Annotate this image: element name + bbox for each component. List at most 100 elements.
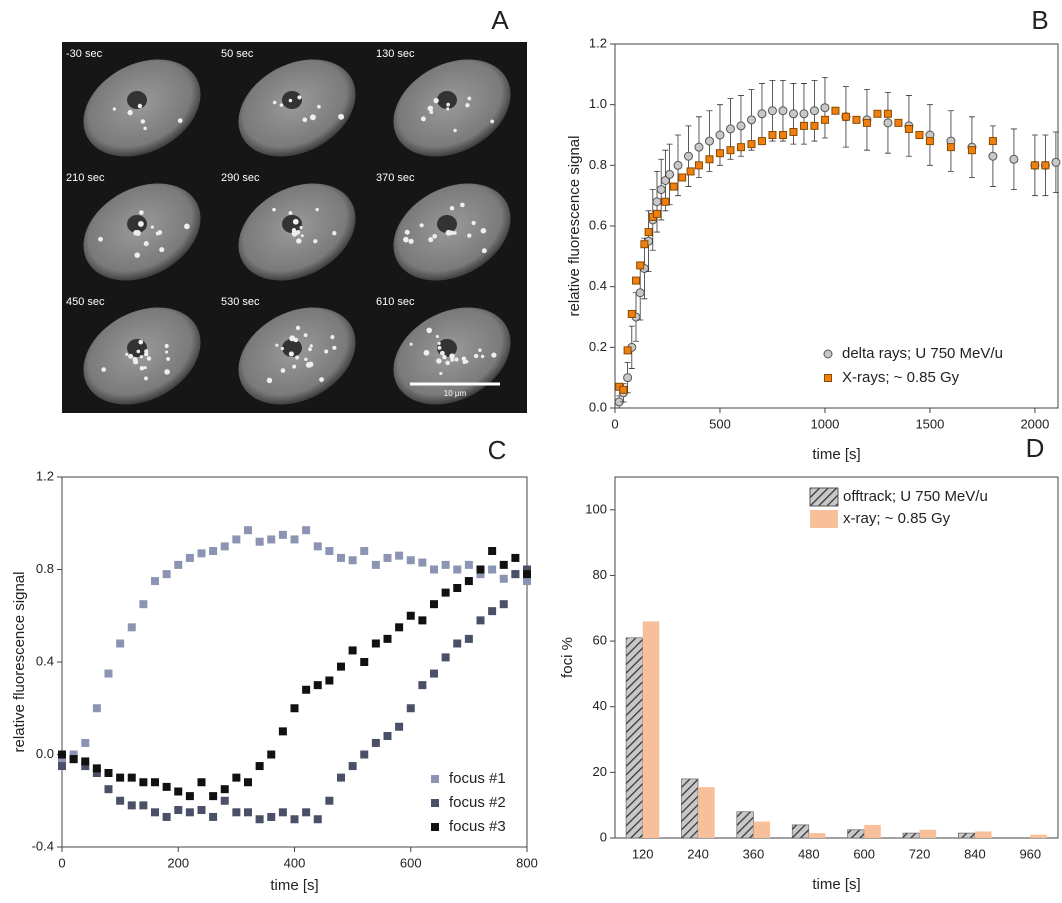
- frame-time: 50 sec: [221, 48, 254, 60]
- data-point: [127, 801, 136, 810]
- focus-spot: [482, 229, 487, 233]
- x-tick-label: 600: [853, 846, 875, 861]
- nucleolus: [282, 339, 302, 357]
- x-tick-label: 400: [284, 855, 306, 870]
- data-point: [383, 634, 392, 643]
- data-point: [904, 124, 913, 133]
- data-point: [453, 639, 462, 648]
- data-point: [232, 535, 241, 544]
- data-point: [441, 653, 450, 662]
- data-point: [499, 574, 508, 583]
- frame-time: 450 sec: [66, 296, 105, 308]
- data-point: [185, 792, 194, 801]
- data-point: [81, 738, 90, 747]
- data-point: [406, 704, 415, 713]
- y-tick-label: -0.4: [32, 838, 54, 853]
- focus-spot: [134, 252, 140, 258]
- x-tick-label: 2000: [1020, 416, 1049, 431]
- bar: [791, 824, 810, 839]
- focus-spot: [137, 103, 143, 109]
- y-tick-label: 0.8: [589, 157, 607, 172]
- focus-spot: [133, 230, 139, 236]
- data-point: [809, 106, 819, 116]
- focus-spot: [280, 368, 286, 373]
- focus-spot: [445, 360, 450, 366]
- x-tick-label: 840: [964, 846, 986, 861]
- frame-time: 130 sec: [376, 48, 415, 60]
- focus-spot: [408, 238, 414, 244]
- focus-spot: [164, 369, 170, 375]
- x-axis-label: time [s]: [812, 876, 860, 893]
- data-point: [946, 143, 955, 152]
- data-point: [313, 815, 322, 824]
- data-point: [820, 115, 829, 124]
- focus-spot: [125, 352, 129, 356]
- focus-spot: [132, 359, 139, 365]
- data-point: [325, 676, 334, 685]
- frame-time: 370 sec: [376, 172, 415, 184]
- panel-label: D: [1026, 433, 1045, 463]
- y-tick-label: 0: [600, 829, 607, 844]
- data-point: [185, 553, 194, 562]
- focus-spot: [297, 95, 302, 100]
- legend-marker: [431, 823, 439, 831]
- focus-spot: [437, 341, 441, 345]
- focus-spot: [300, 234, 304, 238]
- nucleolus: [437, 215, 457, 233]
- data-point: [348, 646, 357, 655]
- data-point: [441, 588, 450, 597]
- data-point: [371, 639, 380, 648]
- focus-spot: [330, 335, 335, 340]
- data-point: [635, 288, 645, 298]
- focus-spot: [450, 357, 455, 362]
- data-point: [1041, 161, 1050, 170]
- focus-spot: [403, 236, 409, 243]
- frame-time: 530 sec: [221, 296, 260, 308]
- scale-bar-label: 10 μm: [444, 389, 467, 398]
- data-point: [209, 812, 218, 821]
- data-point: [430, 565, 438, 574]
- legend-marker: [431, 775, 439, 783]
- data-point: [151, 808, 159, 817]
- y-tick-label: 0.0: [589, 399, 607, 414]
- focus-spot: [296, 238, 302, 244]
- data-point: [736, 143, 745, 152]
- legend-swatch: [810, 510, 838, 528]
- cell-nucleus: [83, 183, 201, 281]
- data-point: [232, 773, 241, 782]
- focus-spot: [303, 333, 308, 338]
- data-point: [476, 616, 485, 625]
- y-tick-label: 0.6: [589, 217, 607, 232]
- data-point: [652, 197, 662, 207]
- y-axis-label: foci %: [559, 637, 576, 678]
- y-tick-label: 1.2: [36, 468, 54, 483]
- focus-spot: [481, 248, 487, 254]
- focus-spot: [332, 231, 337, 236]
- data-point: [623, 346, 632, 355]
- focus-spot: [445, 229, 452, 236]
- focus-spot: [442, 354, 447, 360]
- focus-spot: [165, 350, 169, 354]
- data-point: [174, 806, 183, 814]
- focus-spot: [437, 345, 442, 350]
- focus-spot: [266, 377, 273, 384]
- bar: [698, 787, 715, 838]
- data-point: [725, 124, 735, 134]
- focus-spot: [127, 109, 133, 116]
- data-point: [116, 639, 125, 648]
- data-point: [453, 565, 462, 574]
- data-point: [656, 185, 666, 195]
- bar: [958, 832, 976, 839]
- focus-spot: [272, 100, 277, 105]
- focus-spot: [288, 98, 293, 103]
- x-tick-label: 960: [1019, 846, 1041, 861]
- focus-spot: [429, 110, 434, 114]
- data-point: [58, 750, 66, 759]
- data-point: [669, 182, 678, 191]
- focus-spot: [292, 218, 299, 225]
- panel-label: A: [491, 5, 509, 35]
- data-point: [757, 109, 767, 119]
- data-point: [197, 778, 206, 787]
- data-point: [244, 526, 252, 535]
- focus-spot: [140, 119, 146, 124]
